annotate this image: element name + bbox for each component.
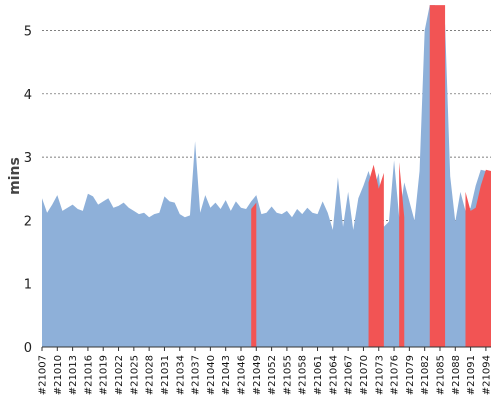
highlight-area xyxy=(429,5,446,348)
x-tick-label: #21049 xyxy=(252,355,263,395)
x-tick-label: #21019 xyxy=(99,355,110,395)
x-tick-label: #21061 xyxy=(313,355,324,395)
x-tick-label: #21046 xyxy=(236,355,247,395)
y-axis-label: mins xyxy=(7,157,23,195)
y-tick-label: 2 xyxy=(24,214,32,229)
y-tick-label: 4 xyxy=(24,88,32,103)
x-tick-label: #21058 xyxy=(298,355,309,395)
highlight-area xyxy=(399,162,405,347)
y-tick-label: 1 xyxy=(24,278,32,293)
x-tick-label: #21010 xyxy=(53,355,64,395)
x-tick-label: #21064 xyxy=(328,355,339,395)
x-tick-labels: #21007 #21010 #21013 #21016 #21019 #21022 #210… xyxy=(38,347,492,395)
highlight-area xyxy=(368,164,384,347)
y-tick-label: 5 xyxy=(24,25,32,40)
x-tick-label: #21043 xyxy=(221,355,232,395)
y-tick-labels: 0 1 2 3 4 5 xyxy=(24,25,32,357)
x-tick-label: #21073 xyxy=(374,355,385,395)
highlight-area xyxy=(251,202,257,347)
x-tick-label: #21013 xyxy=(68,355,79,395)
x-tick-label: #21082 xyxy=(420,355,431,395)
series-areas xyxy=(42,5,491,348)
x-tick-label: #21016 xyxy=(83,355,94,395)
x-tick-label: #21007 xyxy=(38,355,49,395)
x-tick-label: #21034 xyxy=(175,355,186,395)
x-tick-label: #21055 xyxy=(282,355,293,395)
x-tick-label: #21052 xyxy=(267,355,278,395)
x-tick-label: #21085 xyxy=(435,355,446,395)
series-area-baseline xyxy=(42,5,491,348)
x-tick-label: #21091 xyxy=(466,355,477,395)
x-tick-label: #21031 xyxy=(160,355,171,395)
y-tick-label: 0 xyxy=(24,341,32,356)
x-tick-label: #21067 xyxy=(344,355,355,395)
x-tick-label: #21088 xyxy=(451,355,462,395)
x-tick-label: #21076 xyxy=(390,355,401,395)
x-tick-label: #21070 xyxy=(359,355,370,395)
x-tick-label: #21028 xyxy=(145,355,156,395)
highlight-area xyxy=(465,169,491,347)
x-tick-label: #21040 xyxy=(206,355,217,395)
x-tick-label: #21025 xyxy=(129,355,140,395)
x-tick-label: #21079 xyxy=(405,355,416,395)
x-tick-label: #21094 xyxy=(481,355,492,395)
x-tick-label: #21037 xyxy=(191,355,202,395)
y-tick-label: 3 xyxy=(24,151,32,166)
x-tick-label: #21022 xyxy=(114,355,125,395)
